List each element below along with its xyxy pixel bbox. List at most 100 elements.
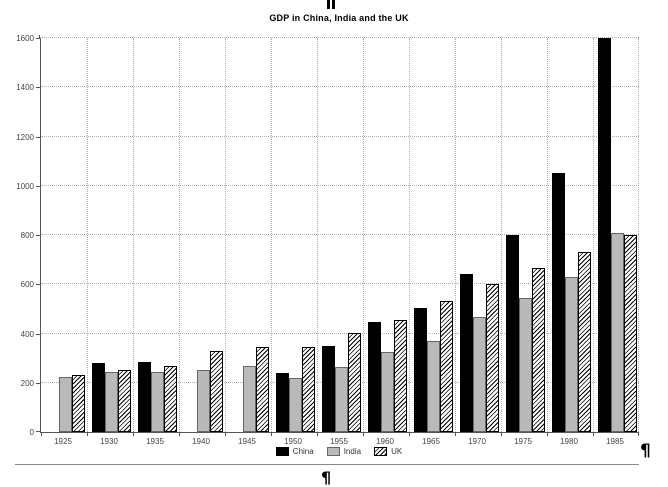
y-axis-tick-label: 1600: [16, 34, 34, 43]
legend-swatch-india: [326, 446, 340, 456]
horizontal-rule: [15, 464, 639, 465]
bar-india-1970: [473, 317, 486, 432]
y-axis-tick-label: 0: [29, 428, 34, 437]
x-axis-tick: [87, 433, 88, 436]
y-axis-tick-label: 1000: [16, 181, 34, 191]
x-axis-tick: [455, 433, 456, 436]
y-axis-tick: [36, 185, 41, 187]
y-axis-tick-label: 400: [20, 329, 34, 339]
bar-india-1945: [243, 366, 256, 432]
x-axis-tick-label: 1950: [284, 437, 302, 446]
bar-china-1985: [598, 38, 611, 432]
bar-india-1985: [611, 233, 624, 432]
gridline-horizontal: [41, 184, 639, 186]
pilcrow-mark-center: ¶: [321, 468, 332, 487]
bar-uk-1965: [440, 301, 453, 432]
y-axis-tick: [36, 431, 41, 432]
bar-china-1950: [276, 373, 289, 432]
y-axis-tick: [36, 38, 41, 39]
bar-india-1965: [427, 341, 440, 432]
x-axis-tick-label: 1955: [330, 437, 348, 446]
x-axis-tick: [501, 433, 502, 436]
x-axis-tick: [179, 433, 180, 436]
chart-legend: China India UK: [40, 445, 638, 457]
y-axis-tick: [36, 333, 41, 335]
gridline-vertical: [455, 38, 456, 432]
gridline-horizontal: [41, 37, 639, 38]
x-axis-tick-label: 1960: [376, 437, 394, 446]
bar-india-1935: [151, 372, 164, 432]
y-axis-tick: [36, 87, 41, 89]
x-axis-tick: [363, 433, 364, 436]
gridline-horizontal: [41, 135, 639, 137]
bar-uk-1960: [394, 320, 407, 432]
x-axis-tick: [593, 433, 594, 436]
bar-india-1955: [335, 367, 348, 432]
x-axis-tick: [133, 433, 134, 436]
y-axis-tick: [36, 284, 41, 286]
gridline-vertical: [638, 38, 639, 432]
gridline-vertical: [363, 38, 364, 432]
bar-uk-1980: [578, 252, 591, 432]
x-axis-tick-label: 1965: [422, 437, 440, 446]
y-axis-tick: [36, 235, 41, 236]
gridline-vertical: [179, 38, 180, 432]
x-axis-tick-label: 1980: [560, 437, 578, 446]
bar-uk-1940: [210, 351, 223, 432]
bar-uk-1970: [486, 284, 499, 432]
y-axis-tick-label: 1200: [16, 132, 34, 142]
bar-china-1935: [138, 362, 151, 432]
gridline-vertical: [133, 38, 134, 432]
bar-uk-1950: [302, 347, 315, 432]
gridline-vertical: [87, 38, 88, 432]
x-axis-tick: [409, 433, 410, 436]
legend-swatch-china: [275, 446, 289, 456]
x-axis-tick: [317, 433, 318, 436]
vertical-bar-mark: [327, 0, 330, 9]
gridline-vertical: [547, 38, 548, 432]
bar-uk-1935: [164, 366, 177, 432]
x-axis-tick-label: 1970: [468, 437, 486, 446]
x-axis-tick-label: 1935: [146, 437, 164, 446]
bar-uk-1975: [532, 268, 545, 432]
bar-india-1925: [59, 377, 72, 432]
bar-uk-1955: [348, 333, 361, 432]
y-axis-tick: [36, 136, 41, 138]
x-axis-tick: [271, 433, 272, 436]
y-axis-tick-label: 800: [20, 231, 34, 240]
bar-china-1970: [460, 274, 473, 432]
bar-china-1955: [322, 346, 335, 432]
bar-china-1960: [368, 322, 381, 432]
formatting-mark-top: [327, 0, 335, 9]
gridline-horizontal: [41, 234, 639, 235]
legend-label: India: [343, 446, 362, 456]
x-axis-tick-label: 1930: [100, 437, 118, 446]
bar-india-1930: [105, 372, 118, 432]
legend-item-china: China: [275, 446, 314, 456]
gdp-bar-chart: GDP in China, India and the UK 0 200 400 60…: [16, 13, 639, 457]
pilcrow-mark-right: ¶: [640, 441, 651, 461]
bar-india-1975: [519, 298, 532, 432]
bar-china-1980: [552, 173, 565, 432]
plot-area: [36, 37, 639, 436]
bar-uk-1925: [72, 375, 85, 432]
x-axis-tick: [638, 433, 639, 436]
legend-item-india: India: [326, 446, 362, 456]
x-axis-tick-label: 1985: [606, 437, 624, 446]
x-axis-tick-label: 1925: [54, 437, 72, 446]
legend-swatch-uk: [374, 446, 388, 456]
bar-india-1940: [197, 370, 210, 432]
vertical-bar-mark: [332, 0, 335, 9]
bar-uk-1985: [624, 235, 637, 432]
x-axis-tick: [225, 433, 226, 436]
gridline-vertical: [271, 38, 272, 432]
x-axis-tick-label: 1940: [192, 437, 210, 446]
bar-china-1975: [506, 235, 519, 432]
bar-uk-1945: [256, 347, 269, 432]
gridline-horizontal: [41, 283, 639, 285]
bar-china-1930: [92, 363, 105, 432]
bar-uk-1930: [118, 370, 131, 432]
gridline-vertical: [409, 38, 410, 432]
legend-label: UK: [391, 446, 403, 456]
gridline-vertical: [501, 38, 502, 432]
